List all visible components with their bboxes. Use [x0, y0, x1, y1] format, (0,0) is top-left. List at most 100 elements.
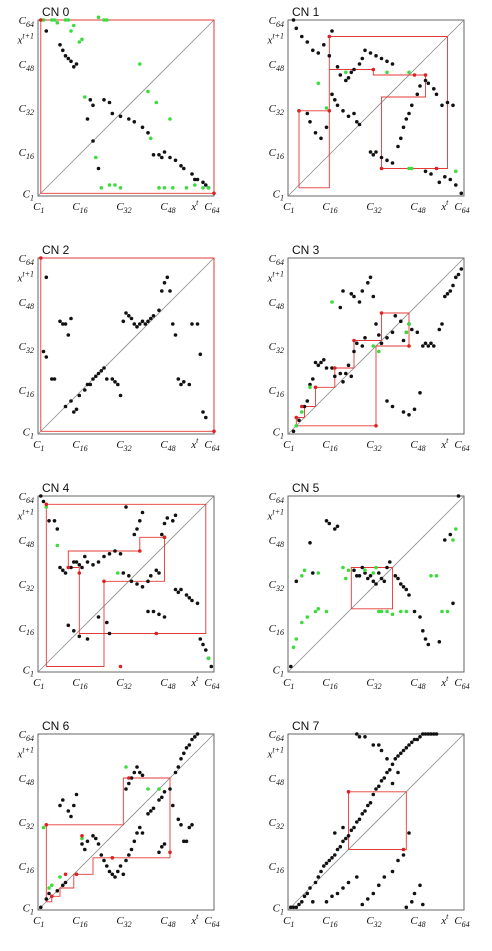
data-point	[319, 136, 323, 141]
x-tick-label: C1	[283, 677, 294, 691]
data-point	[190, 598, 194, 603]
y-tick-label: C16	[19, 623, 34, 637]
data-point	[182, 751, 186, 756]
data-point-red	[371, 67, 376, 72]
data-point	[58, 319, 62, 324]
data-point-green	[385, 70, 389, 75]
data-point	[374, 54, 378, 58]
data-point-green	[291, 645, 296, 650]
data-point	[69, 59, 73, 64]
y-tick-label: C1	[23, 426, 34, 440]
data-point-green	[300, 574, 304, 578]
data-point	[173, 513, 178, 518]
data-point	[429, 172, 433, 176]
data-point	[390, 869, 395, 874]
data-point-green	[330, 300, 334, 304]
data-point	[63, 571, 68, 575]
y-tick-label: C48	[19, 59, 34, 73]
data-point-green	[344, 70, 348, 75]
x-axis-label: xt	[440, 912, 449, 927]
y-tick-label: C64	[19, 491, 34, 505]
x-tick-label: C64	[204, 677, 219, 691]
data-point	[399, 582, 403, 586]
data-point	[423, 78, 428, 83]
data-point	[349, 828, 354, 833]
data-point-green	[80, 836, 84, 841]
data-point	[85, 560, 90, 564]
y-tick-label: C32	[269, 817, 284, 831]
data-point-green	[404, 330, 409, 335]
data-point	[385, 757, 389, 761]
data-point	[154, 568, 159, 573]
data-point	[407, 831, 411, 835]
data-point-red	[407, 344, 411, 348]
data-point	[300, 900, 304, 904]
y-tick-label: C48	[269, 59, 284, 73]
data-point	[173, 158, 178, 163]
data-point	[437, 640, 442, 644]
data-point	[322, 358, 326, 362]
data-point-green	[149, 136, 153, 141]
data-point	[39, 905, 43, 910]
data-point	[297, 902, 301, 907]
data-point	[294, 579, 299, 584]
data-point	[415, 330, 420, 335]
cobweb-path	[298, 36, 448, 189]
data-point	[393, 314, 398, 318]
data-point	[415, 92, 420, 97]
data-point	[110, 872, 115, 877]
data-point	[105, 620, 109, 625]
y-tick-label: C64	[269, 491, 284, 505]
plot-frame	[287, 733, 465, 911]
data-point	[426, 732, 431, 736]
data-point	[302, 894, 307, 899]
plot-frame	[287, 257, 465, 435]
y-tick-label: C16	[269, 147, 284, 161]
data-point	[44, 897, 49, 901]
data-point-green	[440, 609, 444, 614]
data-point	[157, 571, 161, 575]
data-point	[162, 790, 167, 794]
data-point	[149, 809, 153, 813]
data-point	[157, 612, 161, 617]
data-point	[324, 861, 329, 866]
data-point	[138, 322, 142, 326]
data-point	[107, 869, 112, 874]
data-point	[135, 325, 139, 329]
data-point	[146, 579, 150, 584]
data-point-green	[102, 18, 106, 22]
data-point	[316, 875, 321, 879]
data-point	[157, 850, 161, 855]
data-point	[319, 869, 323, 874]
data-point	[182, 166, 186, 171]
data-point	[162, 521, 167, 526]
x-tick-label: C64	[204, 915, 219, 929]
data-point	[99, 369, 104, 373]
data-point	[173, 770, 178, 775]
data-point-red	[434, 166, 439, 171]
data-point	[434, 92, 439, 97]
data-point	[404, 587, 409, 592]
x-tick-label: C64	[204, 201, 219, 215]
x-tick-label: C48	[410, 201, 425, 215]
data-point	[360, 289, 365, 293]
data-point-green	[50, 883, 54, 888]
data-point	[140, 125, 145, 130]
data-point	[140, 585, 145, 589]
identity-line	[37, 19, 215, 197]
data-point	[352, 825, 356, 830]
data-point	[443, 294, 447, 299]
data-point-green	[316, 571, 321, 575]
chart-title: CN 7	[292, 719, 320, 733]
chart-title: CN 6	[42, 719, 70, 733]
data-point	[187, 596, 192, 600]
data-point	[63, 404, 68, 409]
data-point	[333, 98, 337, 102]
data-point	[322, 43, 326, 47]
data-point	[437, 180, 442, 185]
data-point-green	[124, 765, 128, 769]
data-point-green	[80, 37, 84, 42]
y-axis-label: xt+1	[266, 269, 284, 284]
y-tick-label: C32	[19, 817, 34, 831]
data-point-red	[423, 73, 428, 77]
